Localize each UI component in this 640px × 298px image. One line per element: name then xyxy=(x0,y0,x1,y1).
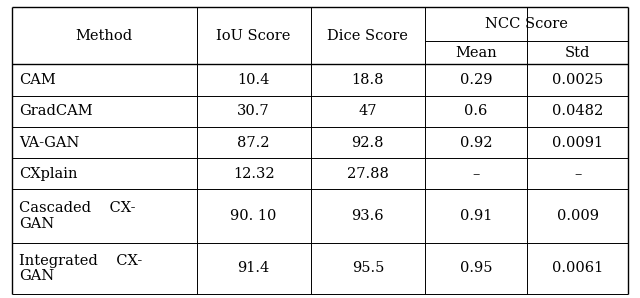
Text: GAN: GAN xyxy=(19,269,54,283)
Text: –: – xyxy=(574,167,581,181)
Text: 0.0025: 0.0025 xyxy=(552,73,604,87)
Text: 93.6: 93.6 xyxy=(351,209,384,223)
Text: 12.32: 12.32 xyxy=(233,167,275,181)
Text: Integrated    CX-: Integrated CX- xyxy=(19,254,143,268)
Text: VA-GAN: VA-GAN xyxy=(19,136,79,150)
Text: IoU Score: IoU Score xyxy=(216,29,291,43)
Text: Std: Std xyxy=(565,46,590,60)
Text: 0.0091: 0.0091 xyxy=(552,136,603,150)
Text: CAM: CAM xyxy=(19,73,56,87)
Text: 47: 47 xyxy=(358,104,377,118)
Text: 10.4: 10.4 xyxy=(237,73,270,87)
Text: NCC Score: NCC Score xyxy=(485,17,568,31)
Text: 0.6: 0.6 xyxy=(464,104,488,118)
Text: Mean: Mean xyxy=(455,46,497,60)
Text: 0.91: 0.91 xyxy=(460,209,492,223)
Text: Dice Score: Dice Score xyxy=(328,29,408,43)
Text: CXplain: CXplain xyxy=(19,167,77,181)
Text: 27.88: 27.88 xyxy=(347,167,388,181)
Text: 0.009: 0.009 xyxy=(557,209,598,223)
Text: 0.0061: 0.0061 xyxy=(552,261,604,275)
Text: Cascaded    CX-: Cascaded CX- xyxy=(19,201,136,215)
Text: 90. 10: 90. 10 xyxy=(230,209,277,223)
Text: 0.92: 0.92 xyxy=(460,136,492,150)
Text: 95.5: 95.5 xyxy=(351,261,384,275)
Text: 91.4: 91.4 xyxy=(237,261,270,275)
Text: 92.8: 92.8 xyxy=(351,136,384,150)
Text: 0.29: 0.29 xyxy=(460,73,492,87)
Text: Method: Method xyxy=(76,29,132,43)
Text: 87.2: 87.2 xyxy=(237,136,270,150)
Text: 0.95: 0.95 xyxy=(460,261,492,275)
Text: GAN: GAN xyxy=(19,217,54,231)
Text: 0.0482: 0.0482 xyxy=(552,104,604,118)
Text: GradCAM: GradCAM xyxy=(19,104,93,118)
Text: 30.7: 30.7 xyxy=(237,104,270,118)
Text: 18.8: 18.8 xyxy=(351,73,384,87)
Text: –: – xyxy=(472,167,479,181)
